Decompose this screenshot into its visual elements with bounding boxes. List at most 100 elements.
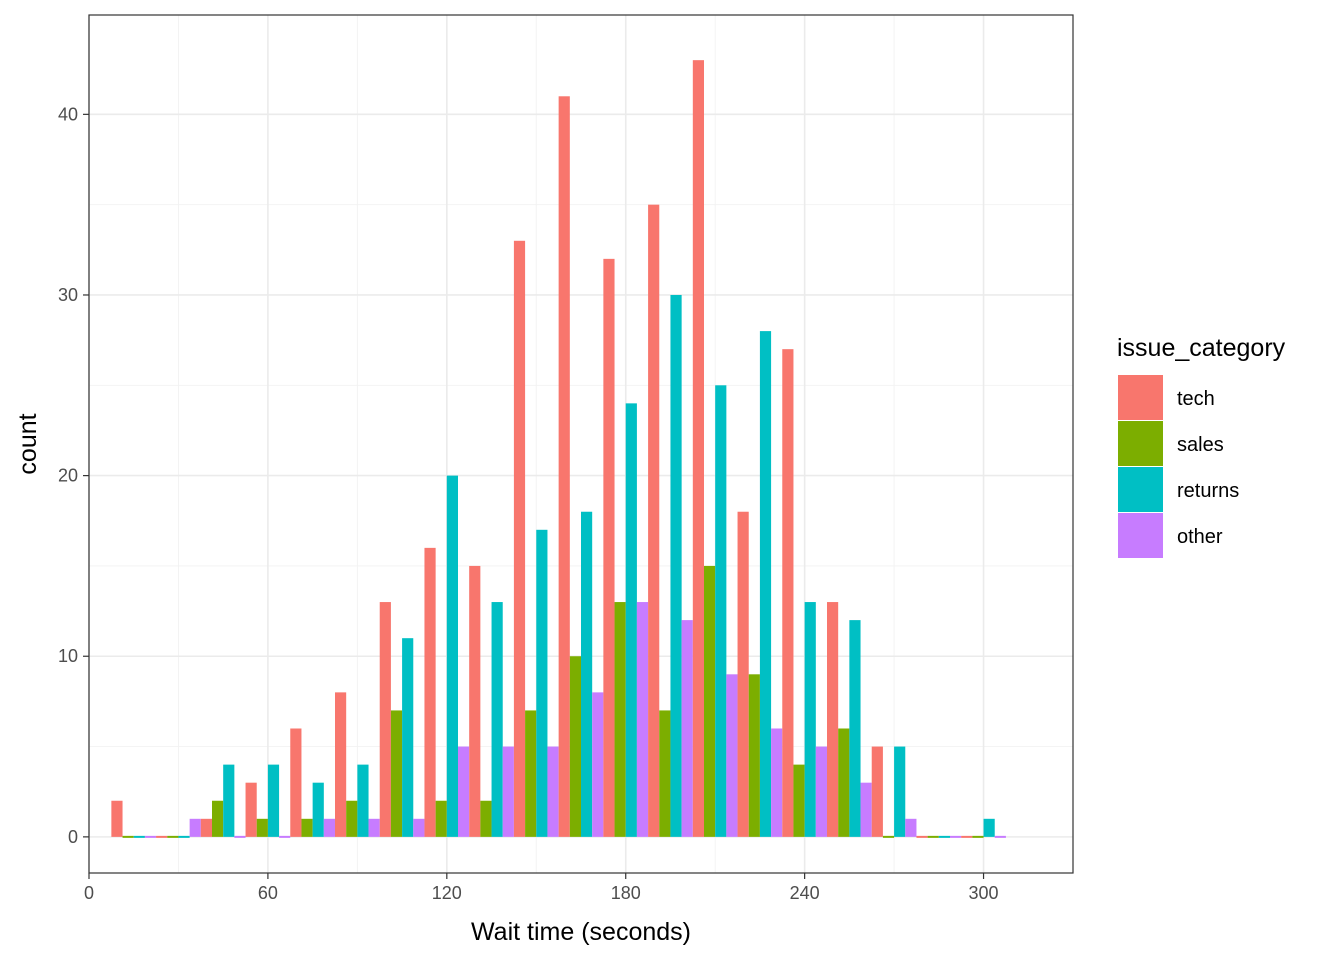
bar-other [279,835,291,838]
bar-sales [390,710,403,837]
bar-other [950,835,962,838]
bar-other [458,746,470,837]
x-tick-label: 0 [84,883,94,903]
y-tick-label: 30 [58,285,78,305]
legend-key-returns [1118,467,1163,512]
legend-key-other [1118,513,1163,558]
bar-other [323,818,335,837]
bar-returns [670,294,682,837]
bar-tech [603,258,615,837]
bar-tech [111,800,123,837]
x-axis-title: Wait time (seconds) [471,918,691,946]
bar-sales [614,602,626,837]
bar-sales [525,710,537,837]
bar-tech [513,240,526,837]
bar-sales [122,835,134,838]
bar-returns [536,529,548,837]
x-tick-label: 240 [790,883,820,903]
bar-other [234,835,246,838]
x-tick-label: 120 [432,883,462,903]
bar-returns [402,638,414,837]
bar-tech [424,547,436,837]
bars [111,60,1006,838]
y-axis: 0 10 20 30 40 [58,104,89,847]
bar-returns [581,511,593,837]
bar-sales [212,800,224,837]
bar-sales [435,800,447,837]
bar-sales [793,764,805,837]
bar-tech [469,565,481,837]
bar-sales [346,800,358,837]
bar-sales [301,818,313,837]
bar-tech [827,602,839,837]
bar-sales [167,835,179,838]
bar-sales [480,800,492,837]
x-tick-label: 300 [969,883,999,903]
legend-label-returns: returns [1177,480,1239,502]
bar-returns [178,835,190,838]
bar-returns [267,764,280,837]
bar-tech [737,511,749,837]
bar-returns [715,385,727,837]
x-tick-label: 60 [258,883,278,903]
bar-tech [782,349,794,837]
bar-sales [927,835,939,838]
bar-tech [245,782,257,837]
bar-sales [972,835,984,838]
bar-tech [648,204,660,837]
bar-returns [849,620,861,837]
bar-returns [223,764,235,837]
legend: issue_category tech sales returns other [1117,334,1286,558]
y-tick-label: 20 [58,466,78,486]
y-axis-title: count [14,413,42,474]
bar-returns [759,331,772,837]
bar-returns [938,835,950,838]
bar-other [994,835,1006,838]
y-tick-label: 10 [58,646,78,666]
bar-sales [748,674,760,837]
bar-returns [446,475,458,837]
bar-other [815,746,827,837]
x-axis: 0 60 120 180 240 300 [84,873,999,903]
bar-other [905,818,917,837]
legend-label-sales: sales [1177,434,1224,456]
legend-key-sales [1118,421,1163,466]
bar-other [547,746,559,837]
legend-label-other: other [1177,526,1223,548]
bar-other [681,620,693,837]
bar-returns [491,602,503,837]
bar-returns [983,818,995,837]
bar-tech [871,746,883,837]
bar-tech [916,835,928,838]
bar-tech [692,60,704,837]
panel-border [88,14,1074,874]
legend-label-tech: tech [1177,388,1215,410]
bar-other [860,782,872,837]
bar-tech [200,818,212,837]
bar-returns [357,764,369,837]
bar-other [592,692,604,837]
bar-returns [312,782,324,837]
bar-tech [558,96,570,837]
bar-other [771,728,783,837]
bar-other [189,818,201,837]
bar-sales [256,818,268,837]
legend-key-tech [1118,375,1163,420]
bar-returns [804,602,816,837]
bar-tech [156,835,168,838]
bar-tech [290,728,302,837]
bar-other [636,602,649,837]
bar-other [726,674,738,837]
bar-other [368,818,380,837]
y-tick-label: 0 [68,827,78,847]
bar-returns [133,835,145,838]
bar-sales [569,656,581,837]
bar-sales [838,728,850,837]
bar-other [144,835,157,838]
legend-items: tech sales returns other [1118,375,1239,558]
bar-sales [882,835,895,838]
bar-other [413,818,425,837]
bar-tech [335,692,347,837]
legend-title: issue_category [1117,334,1286,362]
